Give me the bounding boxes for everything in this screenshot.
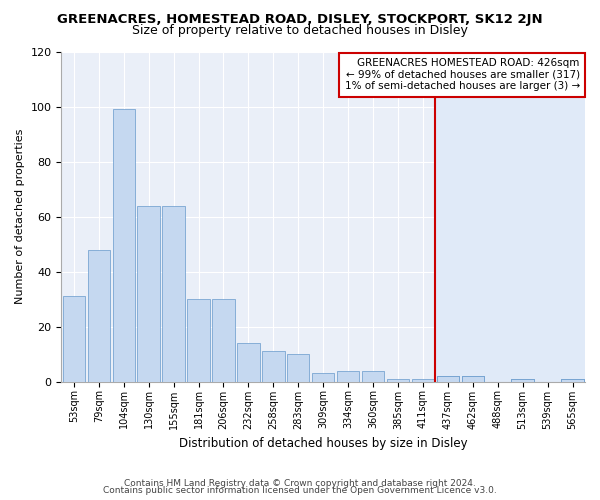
Bar [287, 354, 310, 382]
Bar [437, 376, 459, 382]
Bar [511, 379, 534, 382]
Bar [212, 299, 235, 382]
Bar [562, 379, 584, 382]
Bar [237, 343, 260, 382]
Bar [461, 376, 484, 382]
Bar [412, 379, 434, 382]
Text: Size of property relative to detached houses in Disley: Size of property relative to detached ho… [132, 24, 468, 37]
Bar [387, 379, 409, 382]
Bar [461, 376, 484, 382]
Bar [88, 250, 110, 382]
Bar [62, 296, 85, 382]
Text: Contains HM Land Registry data © Crown copyright and database right 2024.: Contains HM Land Registry data © Crown c… [124, 478, 476, 488]
Bar [362, 370, 384, 382]
Bar [337, 370, 359, 382]
Text: Contains public sector information licensed under the Open Government Licence v3: Contains public sector information licen… [103, 486, 497, 495]
Bar [137, 206, 160, 382]
X-axis label: Distribution of detached houses by size in Disley: Distribution of detached houses by size … [179, 437, 467, 450]
Bar [163, 206, 185, 382]
Bar [312, 374, 334, 382]
Y-axis label: Number of detached properties: Number of detached properties [15, 129, 25, 304]
Bar [113, 110, 135, 382]
Bar [437, 376, 459, 382]
Text: GREENACRES, HOMESTEAD ROAD, DISLEY, STOCKPORT, SK12 2JN: GREENACRES, HOMESTEAD ROAD, DISLEY, STOC… [57, 12, 543, 26]
Bar [436, 52, 585, 382]
Bar [562, 379, 584, 382]
Bar [511, 379, 534, 382]
Bar [262, 352, 284, 382]
Text: GREENACRES HOMESTEAD ROAD: 426sqm
← 99% of detached houses are smaller (317)
1% : GREENACRES HOMESTEAD ROAD: 426sqm ← 99% … [344, 58, 580, 92]
Bar [187, 299, 210, 382]
